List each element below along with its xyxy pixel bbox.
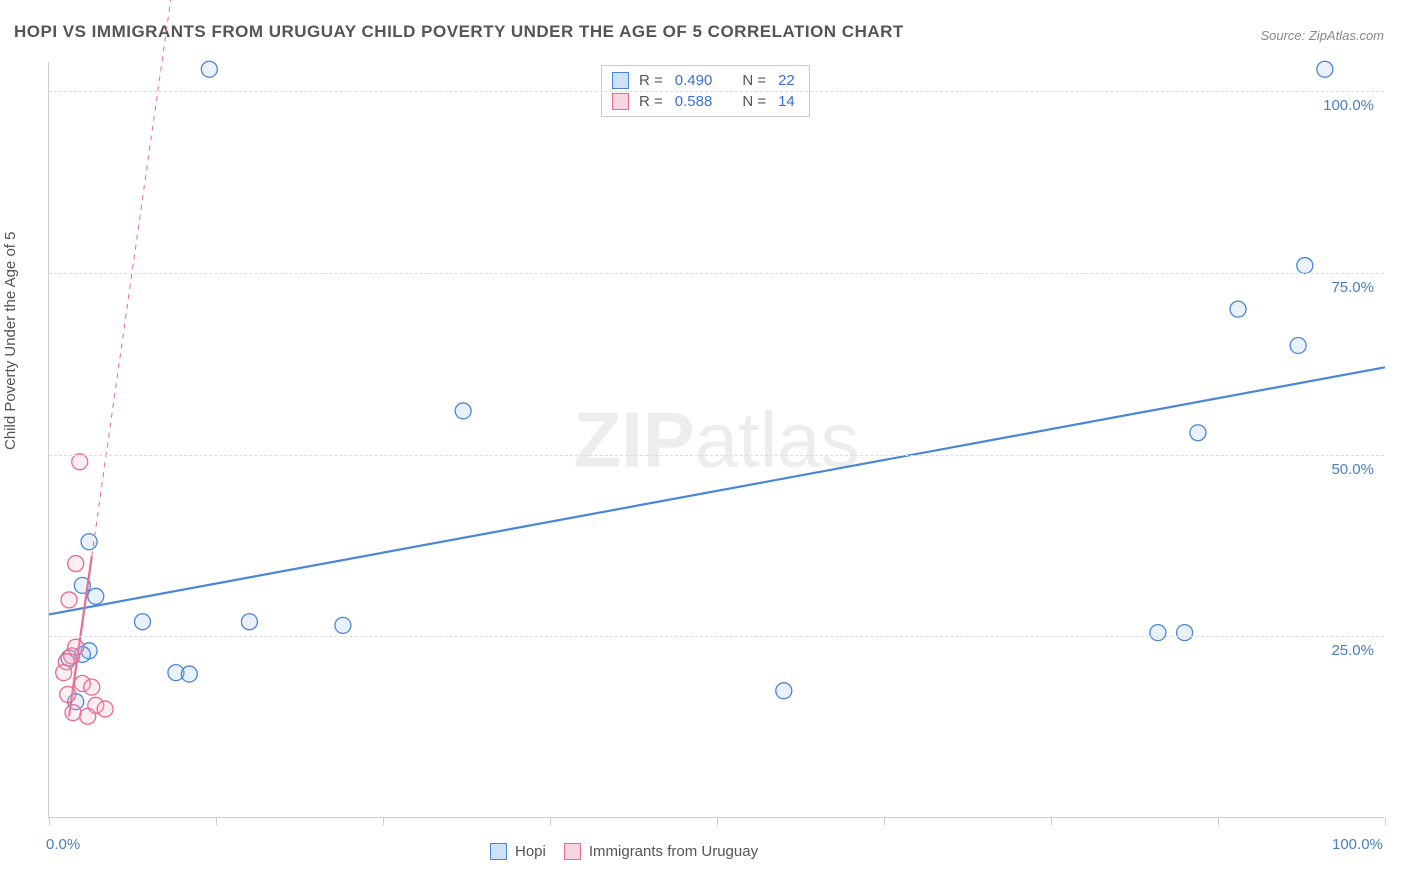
data-point [60, 686, 76, 702]
legend-label: Hopi [515, 843, 546, 860]
data-point [1190, 425, 1206, 441]
source-attribution: Source: ZipAtlas.com [1260, 28, 1384, 43]
legend-item: Hopi [490, 843, 546, 860]
data-point [455, 403, 471, 419]
data-point [335, 617, 351, 633]
x-tick [216, 817, 217, 825]
x-tick-label: 0.0% [46, 836, 80, 853]
r-value: 0.490 [675, 72, 713, 89]
x-tick-label: 100.0% [1332, 836, 1383, 853]
gridline [49, 273, 1384, 274]
legend-swatch [612, 72, 629, 89]
x-tick [550, 817, 551, 825]
plot-area: ZIPatlas R =0.490N =22R =0.588N =14 25.0… [48, 62, 1384, 818]
data-point [201, 61, 217, 77]
y-tick-label: 100.0% [1323, 97, 1374, 114]
data-point [80, 708, 96, 724]
data-point [1150, 625, 1166, 641]
gridline [49, 636, 1384, 637]
data-point [65, 705, 81, 721]
r-label: R = [639, 93, 663, 110]
data-point [1297, 258, 1313, 274]
y-axis-label: Child Poverty Under the Age of 5 [2, 232, 19, 450]
data-point [241, 614, 257, 630]
series-legend: Hopi Immigrants from Uruguay [490, 843, 758, 860]
x-tick [383, 817, 384, 825]
data-point [1317, 61, 1333, 77]
legend-row: R = 0.490 N = 22 [612, 70, 795, 91]
gridline [49, 91, 1384, 92]
data-point [84, 679, 100, 695]
chart-title: HOPI VS IMMIGRANTS FROM URUGUAY CHILD PO… [14, 22, 904, 42]
legend-swatch [564, 843, 581, 860]
legend-swatch [490, 843, 507, 860]
n-label: N = [742, 93, 766, 110]
legend-swatch [612, 93, 629, 110]
data-point [61, 592, 77, 608]
data-point [72, 454, 88, 470]
r-value: 0.588 [675, 93, 713, 110]
x-tick [884, 817, 885, 825]
n-label: N = [742, 72, 766, 89]
y-tick-label: 50.0% [1331, 461, 1374, 478]
x-tick [1218, 817, 1219, 825]
trend-extrapolation [92, 0, 196, 556]
n-value: 14 [778, 93, 795, 110]
trend-line [49, 367, 1385, 614]
x-tick [1051, 817, 1052, 825]
chart-svg [49, 62, 1384, 817]
data-point [56, 665, 72, 681]
legend-label: Immigrants from Uruguay [589, 843, 758, 860]
data-point [1230, 301, 1246, 317]
data-point [1290, 338, 1306, 354]
data-point [68, 556, 84, 572]
gridline [49, 455, 1384, 456]
data-point [135, 614, 151, 630]
data-point [97, 701, 113, 717]
x-tick [1385, 817, 1386, 825]
legend-item: Immigrants from Uruguay [564, 843, 758, 860]
data-point [1177, 625, 1193, 641]
x-tick [717, 817, 718, 825]
x-tick [49, 817, 50, 825]
r-label: R = [639, 72, 663, 89]
data-point [776, 683, 792, 699]
y-tick-label: 75.0% [1331, 279, 1374, 296]
y-tick-label: 25.0% [1331, 642, 1374, 659]
data-point [88, 588, 104, 604]
n-value: 22 [778, 72, 795, 89]
legend-row: R = 0.588 N = 14 [612, 91, 795, 112]
data-point [181, 666, 197, 682]
